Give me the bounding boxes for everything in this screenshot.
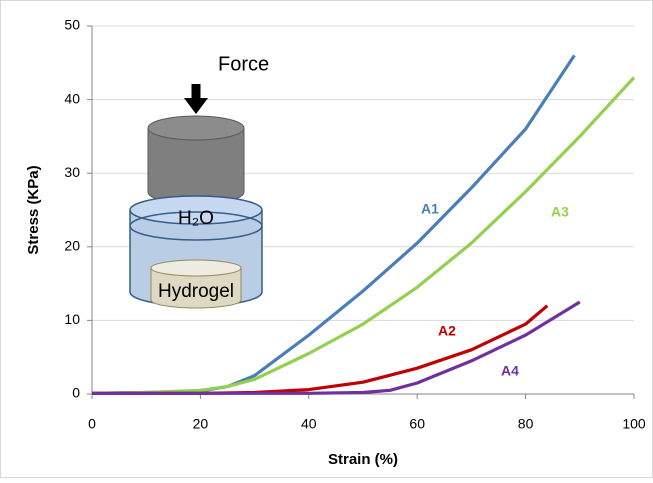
series-label: A2: [438, 323, 456, 339]
x-tick-label: 100: [622, 416, 646, 432]
y-tick-label: 50: [64, 17, 80, 33]
hydrogel-label: Hydrogel: [158, 281, 234, 302]
series-label: A1: [421, 201, 439, 217]
frame: [1, 1, 653, 478]
series-label: A3: [551, 204, 569, 220]
x-tick-label: 0: [88, 416, 96, 432]
force-label: Force: [218, 53, 269, 75]
y-tick-label: 10: [64, 311, 80, 327]
series-label: A4: [501, 363, 519, 379]
y-tick-label: 20: [64, 238, 80, 254]
water-label: H₂O: [178, 208, 214, 229]
piston-top: [148, 116, 244, 140]
x-tick-label: 80: [518, 416, 534, 432]
x-axis-label: Strain (%): [328, 451, 398, 468]
hydrogel-top: [151, 260, 241, 276]
x-tick-label: 40: [301, 416, 317, 432]
x-tick-label: 60: [409, 416, 425, 432]
y-tick-label: 30: [64, 164, 80, 180]
y-tick-label: 0: [72, 385, 80, 401]
x-tick-label: 20: [193, 416, 209, 432]
y-tick-label: 40: [64, 90, 80, 106]
y-axis-label: Stress (KPa): [25, 165, 42, 254]
chart: 0 10 20 30 40 50 0 20 40 60 80 100 A1 A3 A2 A4 Strain (…: [0, 0, 653, 478]
